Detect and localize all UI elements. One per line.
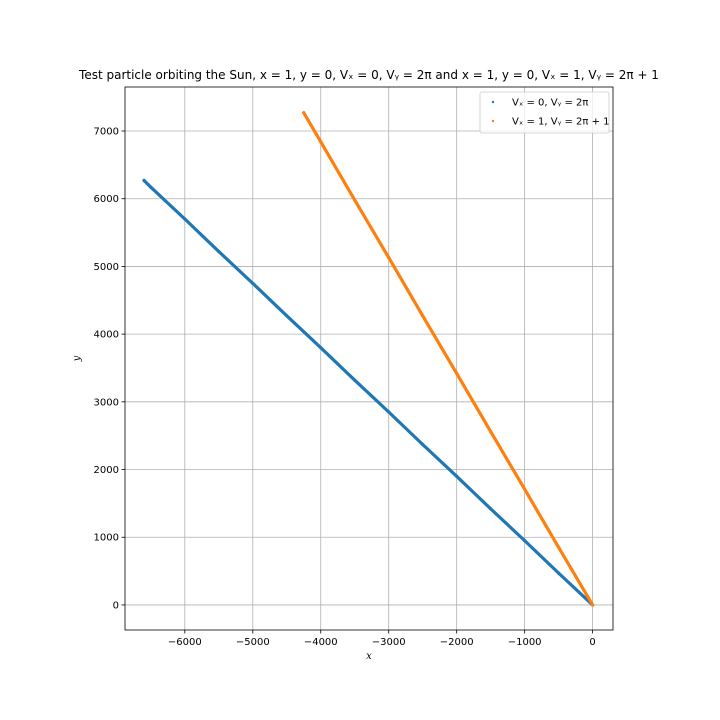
x-tick-label: −5000 bbox=[236, 637, 270, 648]
legend: Vₓ = 0, Vᵧ = 2π Vₓ = 1, Vᵧ = 2π + 1 bbox=[479, 91, 610, 134]
series-1-point bbox=[489, 507, 493, 511]
legend-label: Vₓ = 0, Vᵧ = 2π bbox=[512, 98, 588, 109]
series-1-point bbox=[149, 185, 153, 189]
series-2-point bbox=[591, 603, 595, 607]
plot-data bbox=[142, 111, 595, 607]
series-1-point bbox=[387, 410, 391, 414]
series-2-point bbox=[489, 430, 493, 434]
series-1-point bbox=[557, 571, 561, 575]
grid bbox=[125, 87, 613, 630]
legend-label: Vₓ = 1, Vᵧ = 2π + 1 bbox=[512, 117, 610, 128]
y-tick-label: 5000 bbox=[94, 262, 119, 273]
axes-frame bbox=[124, 86, 614, 631]
x-tick-label: 0 bbox=[589, 637, 595, 648]
series-2-point bbox=[353, 198, 357, 202]
series-1-point bbox=[319, 346, 323, 350]
chart-title: Test particle orbiting the Sun, x = 1, y… bbox=[78, 68, 659, 82]
x-axis-label: x bbox=[366, 651, 372, 662]
ticks: −6000 −5000 −4000 −3000 −2000 −1000 0 0 1000 2000… bbox=[94, 127, 596, 648]
y-tick-label: 6000 bbox=[94, 194, 119, 205]
legend-marker bbox=[491, 119, 495, 123]
legend-marker bbox=[491, 100, 495, 104]
y-tick-label: 1000 bbox=[94, 533, 119, 544]
series-2-point bbox=[319, 140, 323, 144]
series-1-point bbox=[285, 314, 289, 318]
x-tick-label: −2000 bbox=[440, 637, 474, 648]
series-1-point bbox=[353, 378, 357, 382]
x-tick-label: −6000 bbox=[168, 637, 202, 648]
y-tick-label: 7000 bbox=[94, 127, 119, 138]
y-tick-label: 2000 bbox=[94, 465, 119, 476]
x-tick-label: −4000 bbox=[304, 637, 338, 648]
y-tick-label: 0 bbox=[113, 600, 119, 611]
series-1-point bbox=[142, 178, 146, 183]
y-tick-label: 3000 bbox=[94, 397, 119, 408]
series-2-point bbox=[523, 487, 527, 491]
series-2-point bbox=[557, 545, 561, 549]
x-tick-label: −3000 bbox=[372, 637, 406, 648]
legend-box bbox=[479, 91, 610, 134]
series-1-point bbox=[251, 281, 255, 285]
series-2-trace bbox=[302, 111, 595, 607]
series-1-point bbox=[217, 249, 221, 254]
series-1-point bbox=[183, 217, 187, 221]
series-2-point bbox=[421, 314, 425, 318]
series-1-point bbox=[523, 539, 527, 543]
y-tick-label: 4000 bbox=[94, 330, 119, 341]
x-tick-label: −1000 bbox=[508, 637, 542, 648]
y-axis-label: y bbox=[72, 355, 83, 362]
series-2-point bbox=[455, 371, 459, 375]
series-2-point bbox=[387, 256, 391, 260]
series-2-point bbox=[302, 111, 306, 115]
series-1-point bbox=[455, 474, 459, 478]
series-1-point bbox=[421, 442, 425, 447]
